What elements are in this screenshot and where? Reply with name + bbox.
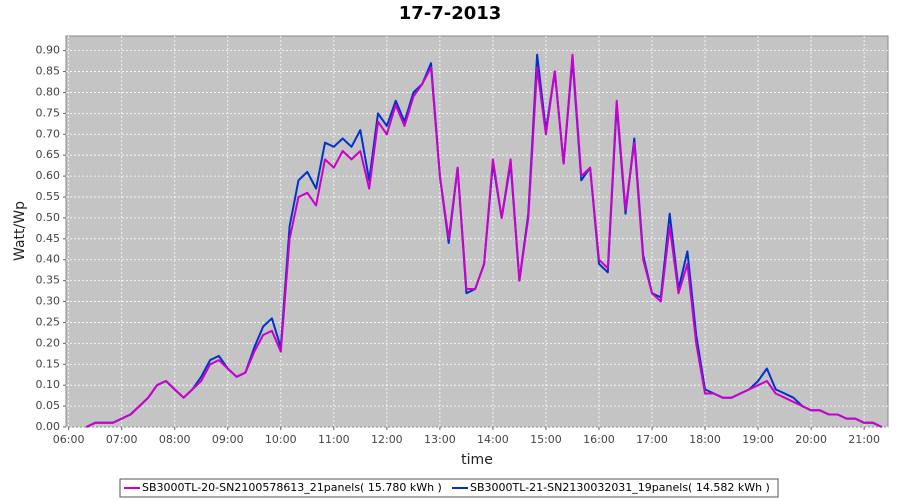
y-tick-label: 0.90	[36, 44, 61, 57]
x-tick-label: 20:00	[795, 433, 827, 446]
y-tick-label: 0.00	[36, 420, 61, 433]
x-tick-label: 16:00	[583, 433, 615, 446]
y-tick-label: 0.20	[36, 336, 61, 349]
y-tick-label: 0.50	[36, 211, 61, 224]
x-tick-label: 12:00	[371, 433, 403, 446]
x-tick-label: 09:00	[212, 433, 244, 446]
y-tick-label: 0.10	[36, 378, 61, 391]
chart-title: 17-7-2013	[399, 3, 502, 24]
x-tick-label: 08:00	[159, 433, 191, 446]
y-tick-label: 0.80	[36, 85, 61, 98]
legend-box	[119, 478, 779, 498]
y-tick-label: 0.75	[36, 106, 61, 119]
x-tick-label: 17:00	[636, 433, 668, 446]
y-axis-label: Watt/Wp	[12, 201, 28, 261]
x-tick-label: 10:00	[265, 433, 297, 446]
y-tick-label: 0.65	[36, 148, 61, 161]
y-tick-label: 0.15	[36, 357, 61, 370]
y-tick-label: 0.35	[36, 274, 61, 287]
legend-label: SB3000TL-21-SN2130032031_19panels( 14.58…	[470, 481, 770, 494]
y-tick-label: 0.40	[36, 253, 61, 266]
x-tick-label: 14:00	[477, 433, 509, 446]
y-tick-label: 0.85	[36, 65, 61, 78]
x-tick-label: 06:00	[53, 433, 85, 446]
y-tick-label: 0.70	[36, 127, 61, 140]
y-tick-label: 0.05	[36, 399, 61, 412]
legend-label: SB3000TL-20-SN2100578613_21panels( 15.78…	[142, 481, 442, 494]
y-tick-label: 0.55	[36, 190, 61, 203]
series-line	[85, 53, 883, 428]
y-tick-label: 0.45	[36, 232, 61, 245]
y-tick-label: 0.30	[36, 295, 61, 308]
x-tick-label: 19:00	[742, 433, 774, 446]
y-tick-label: 0.60	[36, 169, 61, 182]
x-tick-label: 11:00	[318, 433, 350, 446]
x-tick-label: 07:00	[106, 433, 138, 446]
y-tick-label: 0.25	[36, 315, 61, 328]
x-axis-label: time	[461, 452, 493, 468]
x-tick-label: 15:00	[530, 433, 562, 446]
plot-area	[65, 35, 889, 428]
x-tick-label: 13:00	[424, 433, 456, 446]
x-tick-label: 21:00	[848, 433, 880, 446]
x-tick-label: 18:00	[689, 433, 721, 446]
